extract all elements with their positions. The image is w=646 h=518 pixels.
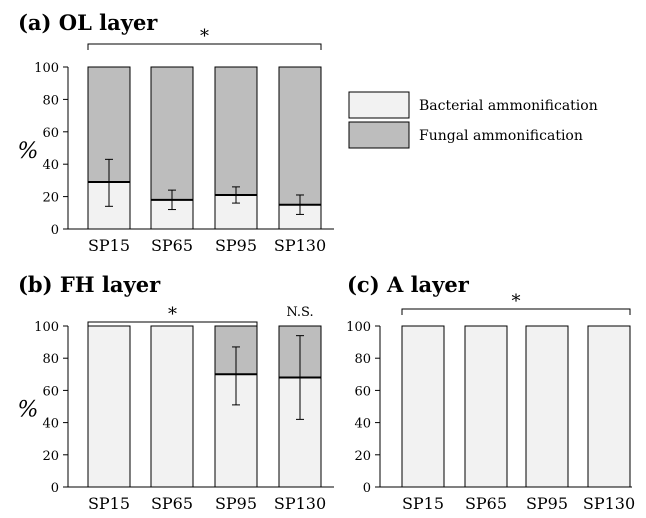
legend-swatch-bacterial: [348, 91, 410, 119]
panel-a-y-tick-label: 40: [42, 158, 59, 173]
panel-b-y-label: %: [18, 398, 39, 423]
panel-a: (a) OL layer 0 20 40 60 80 100% SP15 SP65 SP95 SP…: [18, 10, 334, 255]
panel-c-y-tick-label: 100: [346, 320, 371, 335]
panel-b-x-tick-label: SP15: [88, 494, 130, 513]
panel-c-significance-bracket: [401, 308, 631, 315]
panel-b-significance-label: *: [168, 304, 177, 325]
panel-a-x-tick-label: SP65: [151, 236, 193, 255]
panel-b-y-tick-label: 0: [51, 481, 59, 496]
panel-b-bar-bacterial: [150, 325, 194, 488]
panel-b-y-tick-label: 20: [42, 449, 59, 464]
panel-b-significance-label: N.S.: [286, 305, 313, 320]
panel-a-title: (a) OL layer: [18, 10, 158, 35]
panel-b-x-tick-label: SP130: [274, 494, 326, 513]
panel-c-significance-label: *: [512, 291, 521, 312]
panel-b-y-tick-label: 100: [34, 320, 59, 335]
panel-b-title: (b) FH layer: [18, 272, 161, 297]
panel-a-y-tick-label: 100: [34, 61, 59, 76]
panel-a-y-tick-label: 80: [42, 93, 59, 108]
panel-a-x-tick-label: SP95: [215, 236, 257, 255]
legend-label-fungal: Fungal ammonification: [419, 128, 583, 144]
panel-a-significance-label: *: [200, 26, 209, 47]
panel-c-y-tick-label: 60: [354, 384, 371, 399]
panel-a-bar-fungal: [214, 66, 258, 196]
panel-c-bar-bacterial: [525, 325, 569, 488]
panel-c-x-tick-label: SP65: [465, 494, 507, 513]
panel-a-bar-bacterial: [278, 204, 322, 230]
panel-a-y-tick-label: 20: [42, 191, 59, 206]
panel-b-y-tick-label: 40: [42, 417, 59, 432]
panel-c-title: (c) A layer: [347, 272, 470, 297]
panel-c-x-tick-label: SP95: [526, 494, 568, 513]
panel-b-y-tick-label: 60: [42, 384, 59, 399]
panel-c-y-tick-label: 0: [363, 481, 371, 496]
panel-c-y-tick-label: 40: [354, 417, 371, 432]
panel-a-significance-bracket: [87, 43, 322, 50]
panel-c: (c) A layer 0 20 40 60 80 100 SP15 SP65 SP95 SP13…: [346, 272, 635, 513]
panel-a-x-tick-label: SP15: [88, 236, 130, 255]
panel-a-y-tick-label: 60: [42, 126, 59, 141]
panel-b-x-tick-label: SP95: [215, 494, 257, 513]
panel-c-y-tick-label: 20: [354, 449, 371, 464]
legend-swatch-fungal: [348, 121, 410, 149]
panel-c-y-tick-label: 80: [354, 352, 371, 367]
panel-c-bar-bacterial: [464, 325, 508, 488]
panel-b-significance-bracket: [87, 321, 258, 328]
panel-b-bar-bacterial: [87, 325, 131, 488]
panel-c-bar-bacterial: [401, 325, 445, 488]
panel-a-y-label: %: [18, 139, 39, 164]
panel-c-x-tick-label: SP15: [402, 494, 444, 513]
panel-c-x-tick-label: SP130: [583, 494, 635, 513]
legend-label-bacterial: Bacterial ammonification: [419, 98, 598, 114]
legend: Bacterial ammonification Fungal ammonifi…: [348, 91, 598, 149]
panel-a-bar-fungal: [150, 66, 194, 201]
panel-a-y-tick-label: 0: [51, 223, 59, 238]
panel-b-x-tick-label: SP65: [151, 494, 193, 513]
panel-c-bar-bacterial: [587, 325, 631, 488]
panel-a-x-tick-label: SP130: [274, 236, 326, 255]
panel-b-y-tick-label: 80: [42, 352, 59, 367]
panel-a-bar-fungal: [278, 66, 322, 206]
panel-b: (b) FH layer 0 20 40 60 80 100% SP15 SP65 SP95 SP…: [18, 272, 334, 513]
